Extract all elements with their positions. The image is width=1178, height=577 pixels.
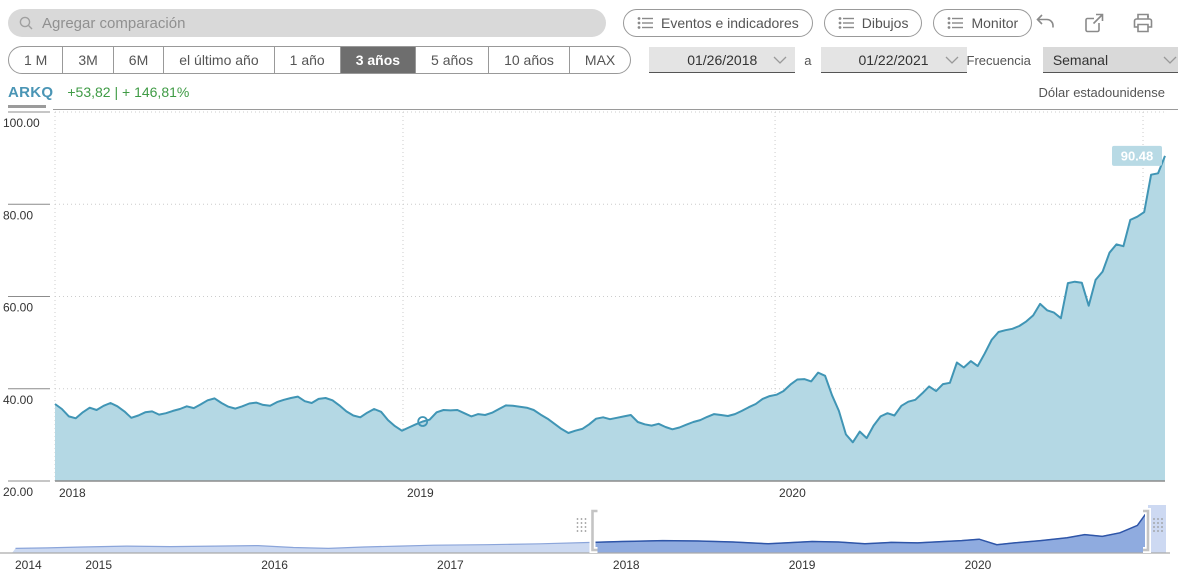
range-button-el-último-año[interactable]: el último año	[164, 47, 275, 73]
nav-year-label: 2015	[85, 558, 112, 572]
range-toolbar: 1 M 3M 6M el último año 1 año 3 años 5 años 10 …	[8, 46, 1178, 74]
open-external-button[interactable]	[1081, 10, 1107, 36]
nav-year-label: 2018	[613, 558, 640, 572]
nav-year-label: 2020	[965, 558, 992, 572]
y-axis-label: 80.00	[3, 208, 33, 222]
button-label: Monitor	[971, 15, 1019, 31]
nav-line-selected	[592, 510, 1148, 546]
undo-icon	[1036, 14, 1054, 28]
print-button[interactable]	[1130, 10, 1156, 36]
x-axis-label: 2020	[779, 486, 806, 500]
frequency-label: Frecuencia	[966, 52, 1031, 68]
list-icon	[637, 17, 653, 29]
date-from-select[interactable]: 01/26/2018	[649, 47, 796, 73]
button-label: Eventos e indicadores	[661, 15, 799, 31]
drawings-button[interactable]: Dibujos	[823, 9, 923, 37]
date-to-select[interactable]: 01/22/2021	[820, 47, 967, 73]
button-label: Dibujos	[861, 15, 909, 31]
chevron-down-icon	[945, 56, 958, 64]
price-chart[interactable]: 100.00 80.00 60.00 40.00 20.00 2018 2019 2020 90…	[0, 108, 1178, 500]
last-value-label	[1112, 145, 1162, 166]
y-axis-label: 40.00	[3, 393, 33, 407]
nav-year-label: 2014	[15, 558, 42, 572]
chevron-down-icon	[773, 56, 787, 64]
nav-left-grip[interactable]	[576, 518, 587, 532]
search-icon	[19, 16, 33, 30]
main-chart-area	[55, 155, 1165, 481]
date-to-value: 01/22/2021	[858, 51, 929, 68]
range-button-3-años[interactable]: 3 años	[340, 47, 417, 73]
external-link-icon	[1085, 13, 1104, 33]
frequency-select[interactable]: Semanal	[1042, 47, 1178, 73]
nav-right-strip[interactable]	[1148, 505, 1166, 553]
range-button-5-años[interactable]: 5 años	[416, 47, 490, 73]
nav-left-handle[interactable]	[591, 509, 598, 552]
y-axis-label: 20.00	[3, 485, 33, 499]
printer-icon	[1133, 13, 1153, 33]
range-button-1-m[interactable]: 1 M	[9, 47, 64, 73]
x-axis-label: 2019	[407, 486, 434, 500]
search-input[interactable]	[40, 13, 584, 33]
chart-navigator[interactable]: 2014 2015 2016 2017 2018 2019 2020	[0, 503, 1178, 577]
nav-year-label: 2019	[789, 558, 816, 572]
nav-right-handle[interactable]	[1143, 509, 1150, 552]
range-button-max[interactable]: MAX	[584, 52, 616, 68]
y-axis-label: 100.00	[3, 116, 40, 130]
date-separator: a	[804, 52, 812, 68]
quote-header: ARKQ +53,82 | + 146,81% Dólar estadounid…	[8, 84, 1165, 108]
nav-year-label: 2016	[261, 558, 288, 572]
list-icon	[838, 17, 854, 29]
range-button-6m[interactable]: 6M	[114, 47, 165, 73]
date-from-value: 01/26/2018	[687, 51, 758, 68]
chevron-down-icon	[1163, 56, 1177, 64]
data-point-marker[interactable]	[417, 416, 429, 427]
x-axis-label: 2018	[59, 486, 86, 500]
symbol-underline	[8, 105, 46, 108]
currency-label: Dólar estadounidense	[1038, 85, 1165, 100]
last-value-text: 90.48	[1121, 148, 1154, 163]
toolbar-icons	[1032, 10, 1178, 36]
range-button-3m[interactable]: 3M	[63, 47, 114, 73]
undo-button[interactable]	[1032, 10, 1058, 36]
change-text: +53,82 | + 146,81%	[67, 84, 190, 100]
y-axis-label: 60.00	[3, 301, 33, 315]
toolbar-top: Eventos e indicadores Dibujos Monitor	[8, 8, 1170, 38]
frequency-value: Semanal	[1052, 51, 1109, 68]
range-button-10-años[interactable]: 10 años	[489, 47, 570, 73]
nav-right-grip[interactable]	[1153, 518, 1163, 532]
symbol-label: ARKQ	[8, 84, 54, 101]
events-indicators-button[interactable]: Eventos e indicadores	[623, 9, 813, 37]
toolbar-buttons: Eventos e indicadores Dibujos Monitor	[623, 9, 1033, 37]
price-line	[54, 155, 1166, 444]
list-icon	[948, 17, 964, 29]
nav-year-label: 2017	[437, 558, 464, 572]
range-button-1-año[interactable]: 1 año	[275, 47, 341, 73]
time-range-group: 1 M 3M 6M el último año 1 año 3 años 5 años 10 …	[8, 46, 632, 74]
compare-search[interactable]	[8, 9, 606, 37]
monitor-button[interactable]: Monitor	[933, 9, 1033, 37]
